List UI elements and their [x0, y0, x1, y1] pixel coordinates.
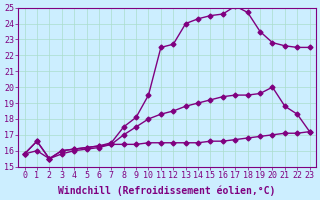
- X-axis label: Windchill (Refroidissement éolien,°C): Windchill (Refroidissement éolien,°C): [58, 185, 276, 196]
